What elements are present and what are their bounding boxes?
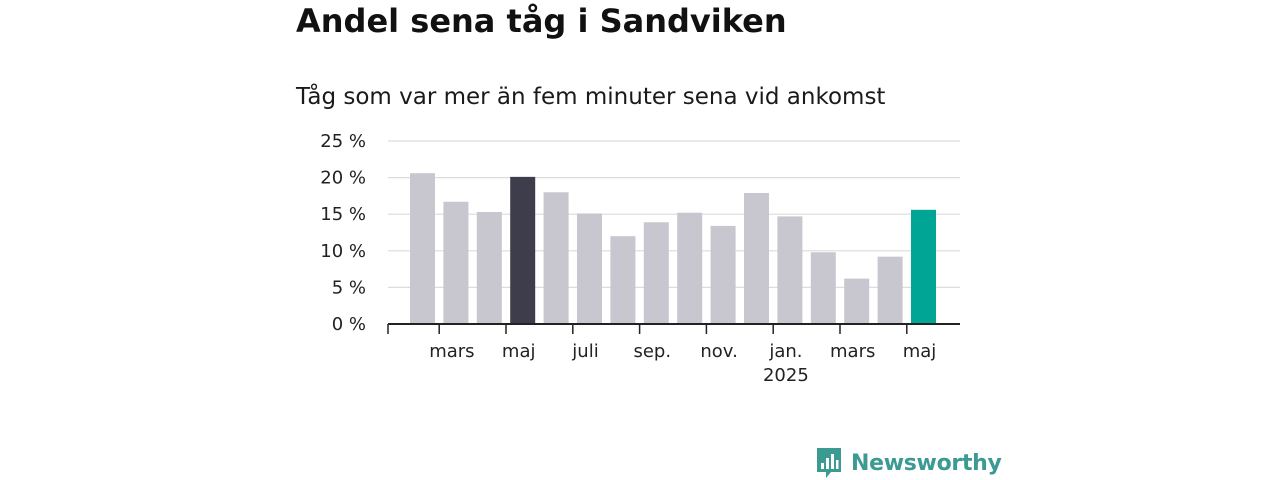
chart-title: Andel sena tåg i Sandviken [296,2,787,40]
bar [911,209,936,324]
bar [510,176,536,324]
brand-logo: Newsworthy [815,446,1002,480]
chart-subtitle: Tåg som var mer än fem minuter sena vid … [296,84,886,110]
bar [810,252,836,324]
newsworthy-logo-icon [817,448,841,478]
axis-layer [387,323,960,334]
x-tick-label: juli [571,341,598,362]
y-tick-label: 25 % [320,131,366,152]
y-tick-label: 20 % [320,168,366,189]
x-tick-label: mars [429,341,474,362]
y-tick-label: 0 % [332,314,366,335]
x-tick-label: jan. [768,341,802,362]
bar [443,201,469,324]
bar [410,173,435,324]
bar [877,256,903,324]
x-tick-sublabel: 2025 [763,365,809,386]
x-tick-label: nov. [700,341,737,362]
bar [476,212,502,324]
grid-layer [388,140,960,288]
bar [744,192,769,324]
x-tick-label: sep. [633,341,671,362]
bar-layer [410,173,936,324]
y-tick-label: 10 % [320,241,366,262]
brand-name: Newsworthy [851,450,1002,476]
bar [610,236,636,324]
x-tick-label: maj [903,341,937,362]
bar [777,216,803,324]
bar [543,192,569,324]
x-tick-label: mars [830,341,875,362]
bar [643,222,669,324]
bar [677,212,703,324]
bar [844,278,870,324]
bar [710,225,736,324]
bar [577,213,602,324]
y-tick-label: 5 % [332,277,366,298]
label-layer: 0 % 5 % 10 % 15 % 20 % 25 % mars maj juli sep. nov… [320,131,936,386]
y-tick-label: 15 % [320,204,366,225]
x-tick-label: maj [502,341,536,362]
